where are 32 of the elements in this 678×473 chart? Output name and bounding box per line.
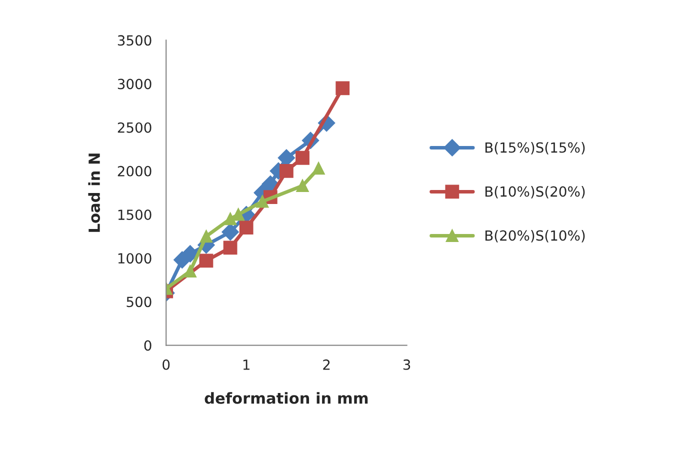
- x-tick-label: 2: [323, 359, 330, 370]
- y-tick-label: 1000: [118, 253, 152, 264]
- point: [336, 81, 350, 96]
- y-axis-title: Load in N: [88, 154, 100, 232]
- point: [239, 220, 254, 235]
- y-tick-label: 2500: [118, 122, 152, 133]
- point: [200, 230, 212, 243]
- legend-label: B(10%)S(20%): [485, 186, 585, 198]
- point: [296, 150, 310, 165]
- y-tick-label: 1500: [118, 210, 152, 220]
- y-tick-label: 500: [126, 296, 152, 308]
- legend-label: B(15%)S(15%): [485, 142, 585, 154]
- x-tick-label: 0: [162, 359, 170, 370]
- point: [256, 195, 269, 208]
- legend-label: B(20%)S(10%): [485, 230, 585, 242]
- point: [222, 223, 239, 241]
- y-tick-label: 3000: [118, 78, 152, 90]
- y-tick-label: 3500: [118, 35, 152, 46]
- y-tick-label: 0: [144, 340, 152, 351]
- point: [312, 162, 325, 175]
- point: [199, 254, 214, 268]
- x-axis-title: deformation in mm: [204, 392, 368, 404]
- point: [223, 240, 238, 255]
- point: [232, 208, 245, 221]
- point: [296, 180, 309, 192]
- x-tick-label: 3: [403, 359, 410, 370]
- point: [182, 245, 199, 262]
- y-tick-label: 2000: [118, 166, 152, 176]
- x-tick-label: 1: [243, 360, 250, 370]
- point: [224, 212, 237, 226]
- point: [184, 264, 196, 278]
- point: [280, 164, 294, 178]
